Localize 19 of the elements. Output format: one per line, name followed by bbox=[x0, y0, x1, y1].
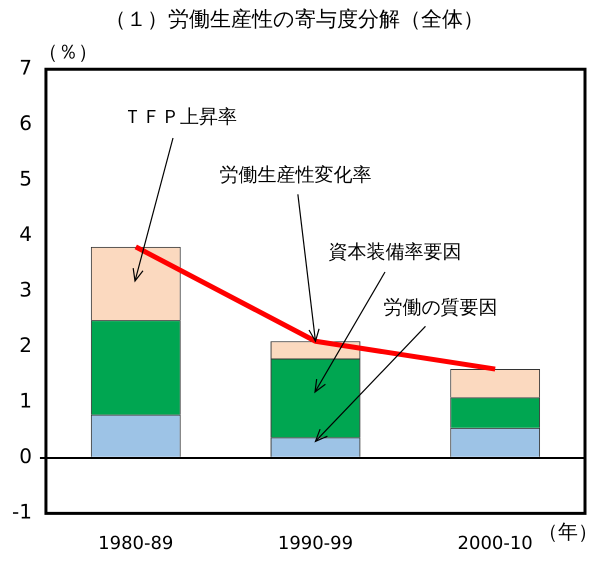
y-tick-label: 2 bbox=[19, 333, 32, 358]
annotation: 労働の質要因 bbox=[383, 296, 498, 318]
x-axis-title: （年） bbox=[538, 520, 598, 544]
y-tick-label: 7 bbox=[19, 55, 32, 80]
annotation: 資本装備率要因 bbox=[328, 240, 462, 263]
y-tick-label: 5 bbox=[19, 166, 32, 190]
annotation: ＴＦＰ上昇率 bbox=[123, 106, 237, 128]
x-tick-label: 1980-89 bbox=[98, 532, 174, 554]
x-tick-label: 2000-10 bbox=[458, 532, 533, 554]
y-tick-label: 6 bbox=[19, 110, 32, 135]
y-tick-label: 1 bbox=[19, 388, 32, 413]
y-axis-title: （％） bbox=[38, 39, 98, 64]
y-tick-label: 3 bbox=[19, 278, 32, 302]
x-tick-label: 1990-99 bbox=[278, 532, 354, 554]
y-tick-label: 4 bbox=[19, 222, 32, 246]
y-tick-label: -1 bbox=[12, 500, 32, 524]
y-tick-label: 0 bbox=[19, 444, 32, 468]
annotation: 労働生産性変化率 bbox=[219, 164, 372, 186]
chart-title: （１）労働生産性の寄与度分解（全体） bbox=[105, 7, 484, 32]
